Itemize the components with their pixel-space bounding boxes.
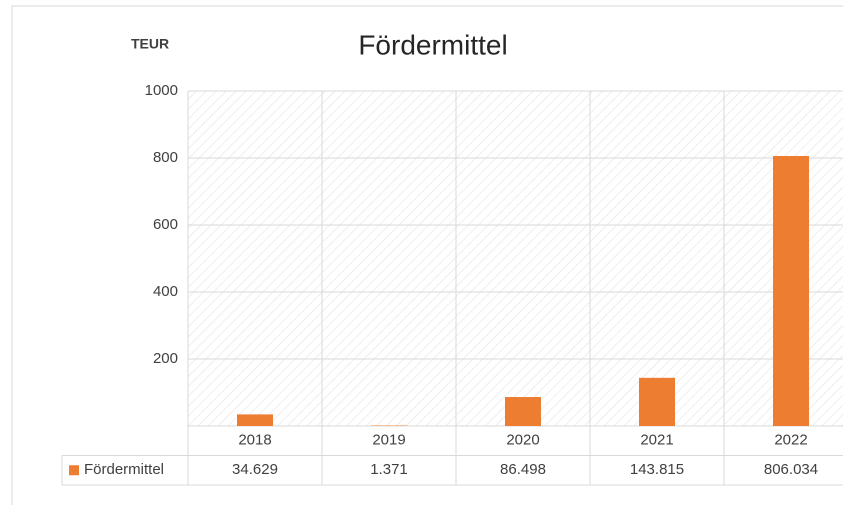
legend-swatch <box>69 465 79 476</box>
y-tick-label: 400 <box>153 283 178 300</box>
bar <box>505 397 541 426</box>
legend-label: Fördermittel <box>84 461 164 478</box>
y-tick-label: 200 <box>153 350 178 367</box>
table-value: 1.371 <box>370 461 408 478</box>
x-tick-label: 2021 <box>640 432 673 449</box>
x-tick-label: 2022 <box>774 432 807 449</box>
bar <box>237 414 273 426</box>
bar <box>773 155 809 426</box>
table-value: 143.815 <box>630 461 684 478</box>
plot-area <box>188 91 843 426</box>
y-tick-label: 800 <box>153 149 178 166</box>
bar <box>639 377 675 426</box>
table-value: 86.498 <box>500 461 546 478</box>
frame <box>11 5 843 505</box>
x-tick-label: 2018 <box>238 432 271 449</box>
y-tick-label: 600 <box>153 216 178 233</box>
y-axis-label: TEUR <box>131 36 169 52</box>
table-value: 34.629 <box>232 461 278 478</box>
table-value: 806.034 <box>764 461 818 478</box>
y-tick-label: 1000 <box>145 82 178 99</box>
x-tick-label: 2020 <box>506 432 539 449</box>
chart-title: Fördermittel <box>358 29 507 60</box>
x-tick-label: 2019 <box>372 432 405 449</box>
